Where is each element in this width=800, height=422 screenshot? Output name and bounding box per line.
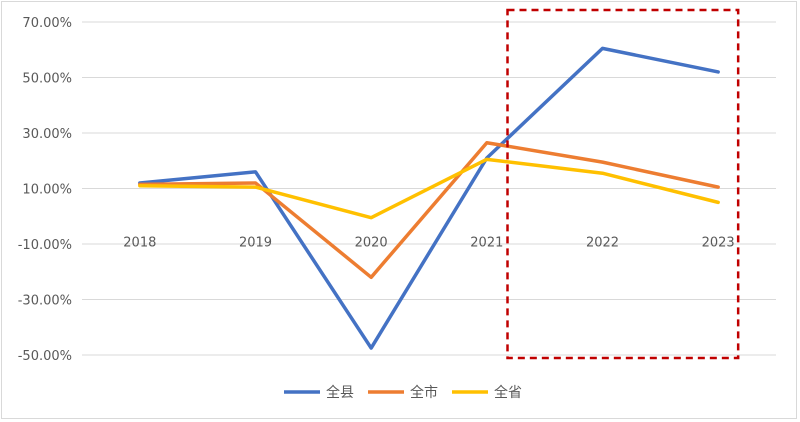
y-tick-label: 30.00% xyxy=(22,127,72,142)
legend-label: 全省 xyxy=(494,384,522,401)
x-tick-label: 2018 xyxy=(123,235,156,250)
y-tick-label: 50.00% xyxy=(22,72,72,87)
x-axis-ticks: 2018 2019 2020 2021 2022 2023 xyxy=(123,235,734,250)
x-tick-label: 2020 xyxy=(355,235,388,250)
legend-item: 全省 xyxy=(452,384,522,401)
x-tick-label: 2023 xyxy=(702,235,735,250)
series-line-全省 xyxy=(138,157,720,220)
legend-item: 全市 xyxy=(368,384,438,401)
series-lines xyxy=(138,46,720,350)
series-line-全市 xyxy=(138,140,720,280)
y-tick-label: -50.00% xyxy=(18,349,72,364)
y-axis-ticks: 70.00% 50.00% 30.00% 10.00% -10.00% -30.00% -5… xyxy=(18,16,72,364)
y-tick-label: -10.00% xyxy=(18,238,72,253)
gridlines xyxy=(82,21,776,356)
series-line-全县 xyxy=(138,46,720,350)
x-tick-label: 2019 xyxy=(239,235,272,250)
legend-label: 全市 xyxy=(410,384,438,401)
x-tick-label: 2021 xyxy=(470,235,503,250)
legend-label: 全县 xyxy=(326,384,354,401)
y-tick-label: 70.00% xyxy=(22,16,72,31)
legend: 全县 全市 全省 xyxy=(284,384,522,401)
legend-item: 全县 xyxy=(284,384,354,401)
x-tick-label: 2022 xyxy=(586,235,619,250)
y-tick-label: -30.00% xyxy=(18,294,72,309)
y-tick-label: 10.00% xyxy=(22,183,72,198)
